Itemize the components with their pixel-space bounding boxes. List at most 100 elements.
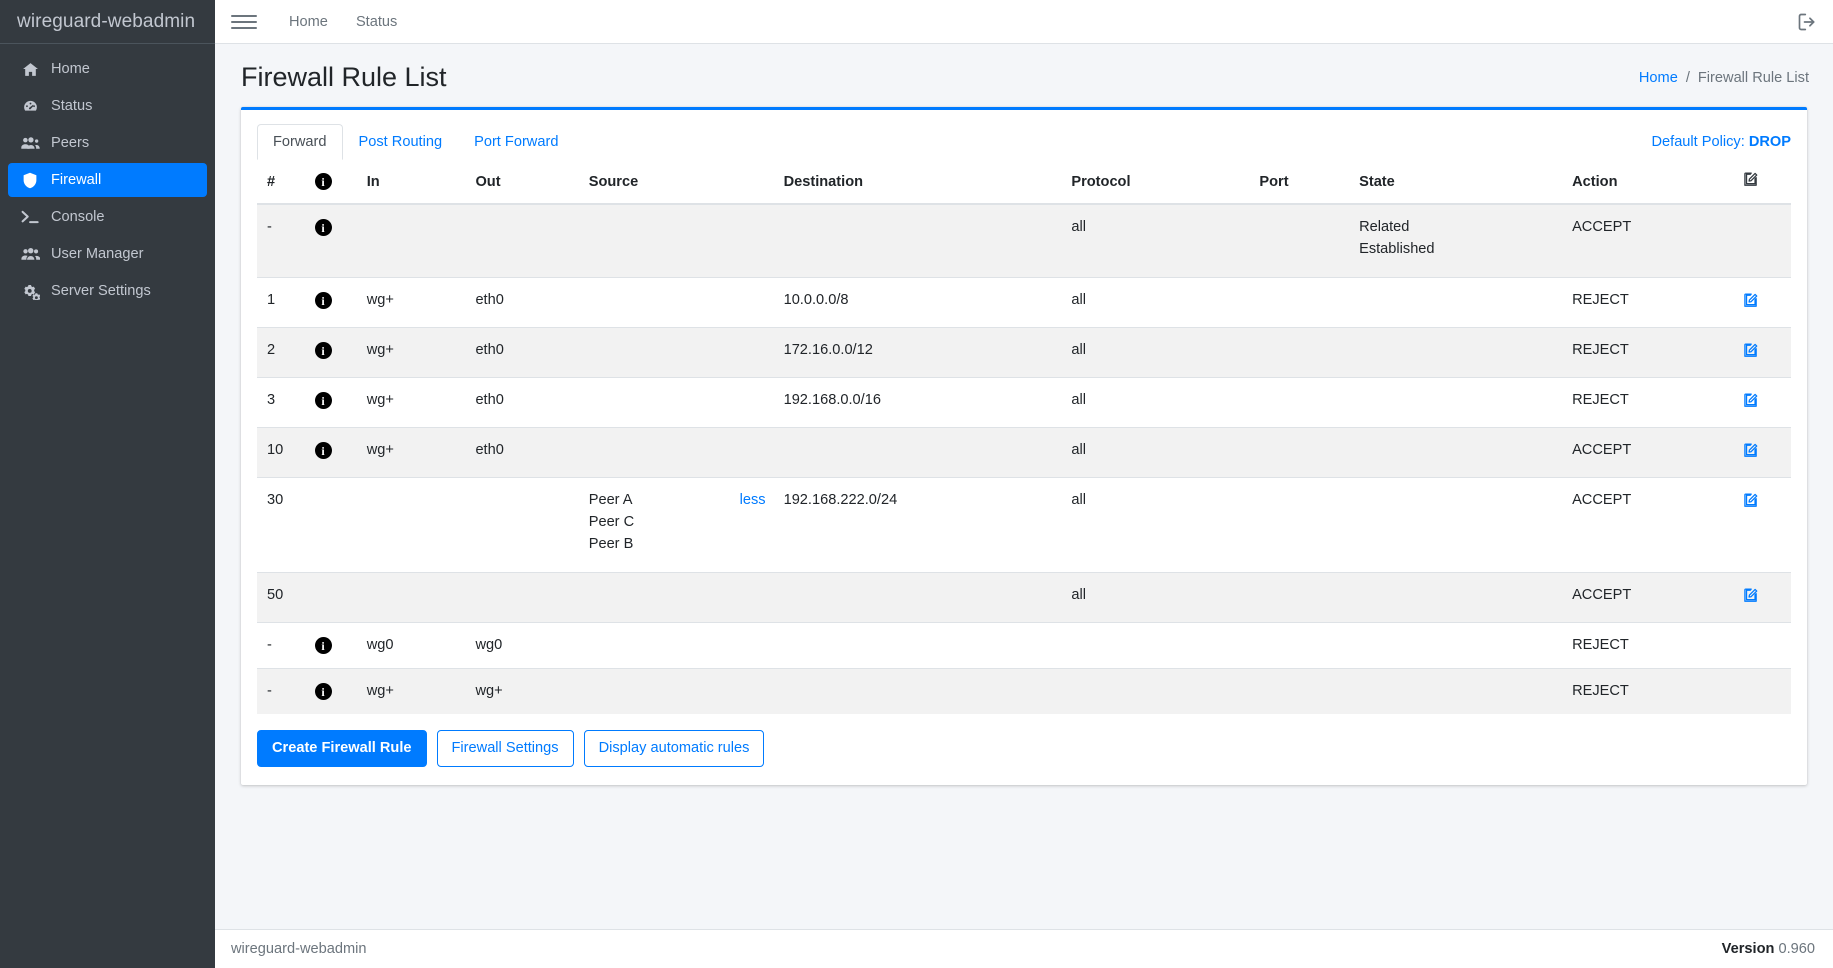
tab-forward[interactable]: Forward [257, 124, 343, 160]
cell-info[interactable]: i [304, 203, 357, 278]
cell-protocol [1061, 668, 1250, 714]
navbar-link-status[interactable]: Status [355, 13, 398, 30]
sidebar-item-peers[interactable]: Peers [8, 126, 207, 160]
cell-protocol [1061, 622, 1250, 669]
default-policy[interactable]: Default Policy: DROP [1651, 134, 1791, 159]
tab-post-routing[interactable]: Post Routing [358, 134, 443, 150]
cell-destination [773, 427, 1062, 478]
breadcrumb-home-link[interactable]: Home [1638, 69, 1678, 86]
footer: wireguard-webadmin Version 0.960 [215, 929, 1833, 968]
sidebar-brand[interactable]: wireguard-webadmin [0, 0, 215, 44]
navbar-link-home[interactable]: Home [289, 13, 328, 30]
cell-in: wg+ [356, 277, 466, 328]
sidebar-item-label: Firewall [51, 172, 102, 188]
info-icon[interactable]: i [314, 342, 332, 359]
cell-info [304, 477, 357, 573]
column-header-state: State [1349, 159, 1563, 205]
cell-port [1249, 327, 1350, 378]
edit-icon[interactable] [1742, 292, 1759, 309]
cell-source [578, 668, 774, 714]
column-header-in: In [356, 159, 466, 205]
firewall-rules-table: # i In Out Source Destination Protocol P… [257, 159, 1791, 714]
cell-port [1249, 477, 1350, 573]
cell-state [1349, 327, 1563, 378]
footer-version: Version 0.960 [1722, 941, 1815, 957]
cell-info[interactable]: i [304, 327, 357, 378]
cell-action: ACCEPT [1562, 477, 1733, 573]
edit-icon[interactable] [1742, 392, 1759, 409]
breadcrumb-separator: / [1685, 69, 1690, 86]
default-policy-value: DROP [1748, 134, 1791, 150]
firewall-settings-button[interactable]: Firewall Settings [436, 730, 574, 767]
cell-out: eth0 [465, 377, 579, 428]
info-icon[interactable]: i [314, 637, 332, 654]
cell-in: wg+ [356, 427, 466, 478]
toggle-source-less-link[interactable]: less [739, 492, 766, 508]
sidebar-item-home[interactable]: Home [8, 52, 207, 86]
table-row: - i all Related Established ACCEPT [257, 203, 1791, 278]
content-wrapper: Home Status Firewall Rule List Home / Fi… [215, 0, 1833, 968]
state-item: Related [1359, 219, 1410, 235]
cell-info[interactable]: i [304, 377, 357, 428]
sidebar-item-server-settings[interactable]: Server Settings [8, 274, 207, 308]
card-area: Forward Post Routing Port Forward Defaul… [215, 107, 1833, 785]
gears-icon [17, 283, 43, 300]
sidebar-nav: Home Status Peers Firewall [0, 44, 215, 311]
cell-destination: 10.0.0.0/8 [773, 277, 1062, 328]
cell-destination [773, 622, 1062, 669]
cell-destination: 172.16.0.0/12 [773, 327, 1062, 378]
edit-icon[interactable] [1742, 492, 1759, 509]
cell-in: wg0 [356, 622, 466, 669]
hamburger-menu-icon[interactable] [231, 9, 257, 35]
edit-icon[interactable] [1742, 587, 1759, 604]
cell-info[interactable]: i [304, 622, 357, 669]
info-icon[interactable]: i [314, 442, 332, 459]
sidebar-item-user-manager[interactable]: User Manager [8, 237, 207, 271]
sidebar-item-firewall[interactable]: Firewall [8, 163, 207, 197]
cell-info[interactable]: i [304, 427, 357, 478]
sidebar-item-status[interactable]: Status [8, 89, 207, 123]
cell-edit[interactable] [1732, 427, 1791, 478]
tab-port-forward[interactable]: Port Forward [474, 134, 559, 150]
cell-rule-number: 50 [257, 572, 305, 623]
cell-in [356, 203, 466, 278]
cell-destination: 192.168.222.0/24 [773, 477, 1062, 573]
cell-edit[interactable] [1732, 327, 1791, 378]
cell-info[interactable]: i [304, 277, 357, 328]
table-body: - i all Related Established ACCEPT 1 i wg+ eth0 10… [257, 203, 1791, 714]
cell-edit[interactable] [1732, 277, 1791, 328]
cell-source [578, 327, 774, 378]
cell-in: wg+ [356, 377, 466, 428]
cell-rule-number: 2 [257, 327, 305, 378]
cell-protocol: all [1061, 327, 1250, 378]
cell-info[interactable]: i [304, 668, 357, 714]
info-icon[interactable]: i [314, 173, 332, 190]
edit-icon[interactable] [1742, 342, 1759, 359]
tabs-row: Forward Post Routing Port Forward Defaul… [257, 124, 1791, 160]
edit-icon[interactable] [1742, 171, 1759, 188]
table-row: 1 i wg+ eth0 10.0.0.0/8 all REJECT [257, 277, 1791, 328]
page-title: Firewall Rule List [241, 62, 447, 92]
edit-icon[interactable] [1742, 442, 1759, 459]
cell-source [578, 203, 774, 278]
column-header-protocol: Protocol [1061, 159, 1250, 205]
cell-edit[interactable] [1732, 377, 1791, 428]
cell-port [1249, 572, 1350, 623]
cell-source [578, 427, 774, 478]
sidebar-item-label: Status [51, 98, 93, 114]
cell-out [465, 572, 579, 623]
display-automatic-rules-button[interactable]: Display automatic rules [583, 730, 765, 767]
info-icon[interactable]: i [314, 292, 332, 309]
cell-in: wg+ [356, 327, 466, 378]
cell-edit[interactable] [1732, 477, 1791, 573]
logout-icon[interactable] [1797, 12, 1817, 32]
info-icon[interactable]: i [314, 219, 332, 236]
create-firewall-rule-button[interactable]: Create Firewall Rule [257, 730, 427, 767]
state-item: Established [1359, 241, 1435, 257]
cell-state [1349, 572, 1563, 623]
info-icon[interactable]: i [314, 683, 332, 700]
info-icon[interactable]: i [314, 392, 332, 409]
cell-edit[interactable] [1732, 572, 1791, 623]
sidebar-item-console[interactable]: Console [8, 200, 207, 234]
column-header-num: # [257, 159, 305, 205]
